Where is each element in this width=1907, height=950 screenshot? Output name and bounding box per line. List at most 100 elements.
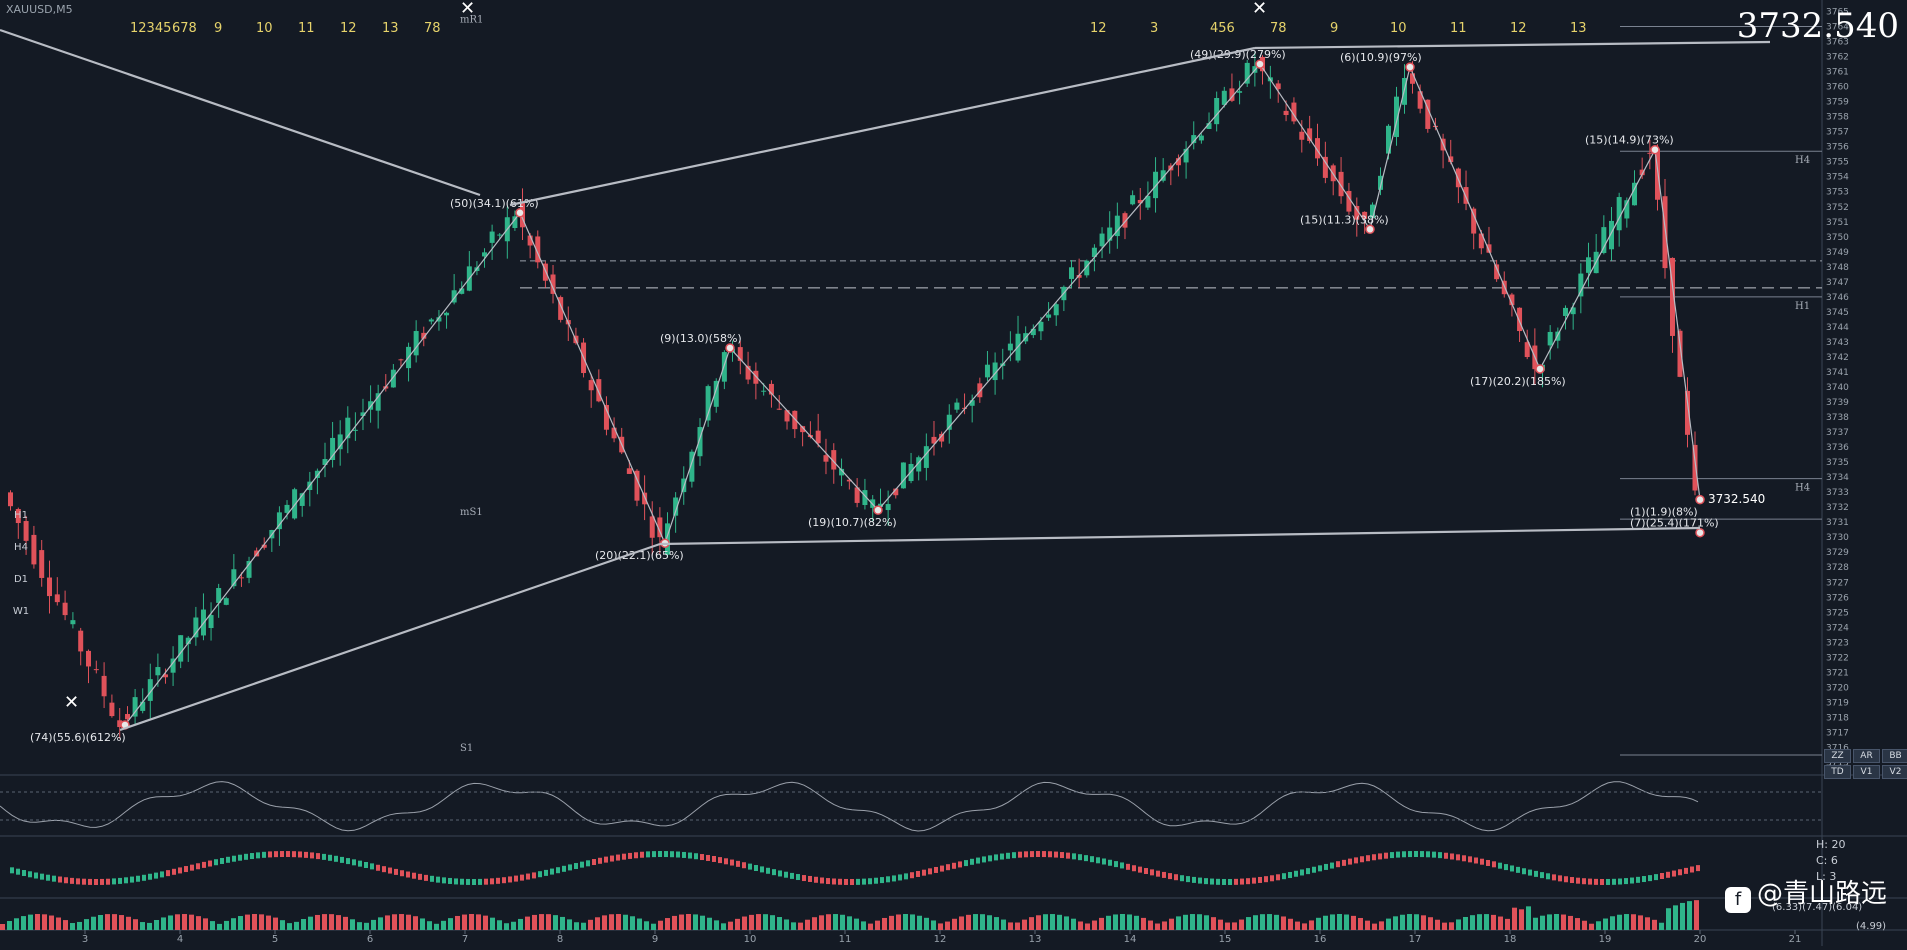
timeframe-d1[interactable]: D1 — [13, 574, 29, 585]
timeframe-w1[interactable]: W1 — [12, 606, 30, 617]
candle-body — [193, 617, 199, 638]
candle-body — [1463, 187, 1469, 204]
close-icon[interactable]: ✕ — [460, 0, 476, 19]
count-label: 9 — [214, 21, 222, 36]
volume-bar — [980, 914, 985, 930]
mini-candle — [844, 878, 848, 885]
candle-body — [1145, 195, 1151, 208]
volume-bar — [252, 914, 257, 930]
candle-body — [1624, 200, 1630, 219]
candle-body — [642, 492, 648, 505]
timeframe-h4[interactable]: H4 — [14, 542, 28, 553]
volume-bar — [14, 918, 19, 930]
candle-body — [314, 470, 320, 479]
volume-bar — [1596, 921, 1601, 930]
count-label: 12 — [340, 21, 357, 36]
x-tick-label: 5 — [272, 934, 278, 945]
volume-bar — [1631, 914, 1636, 930]
mini-candle — [1474, 857, 1478, 864]
volume-bar — [882, 917, 887, 930]
mini-candle — [550, 868, 554, 875]
volume-bar — [777, 917, 782, 930]
button-v2[interactable]: V2 — [1882, 765, 1907, 779]
mini-candle — [982, 856, 986, 863]
mini-candle — [1696, 865, 1700, 872]
volume-bar — [1505, 918, 1510, 930]
mini-candle — [1222, 878, 1226, 885]
trendline — [1254, 40, 1771, 50]
mini-candle — [16, 868, 20, 875]
x-tick-label: 20 — [1694, 934, 1707, 945]
button-bb[interactable]: BB — [1882, 749, 1907, 763]
volume-bar — [546, 914, 551, 930]
volume-bar — [56, 917, 61, 930]
candle-body — [893, 488, 899, 496]
y-tick-label: 3747 — [1826, 278, 1849, 288]
candle-body — [216, 588, 222, 603]
candle-body — [47, 577, 52, 597]
y-tick-label: 3737 — [1826, 428, 1849, 438]
trendline — [659, 526, 1701, 546]
candle-body — [322, 459, 328, 465]
y-tick-label: 3740 — [1826, 383, 1849, 393]
mini-candle — [190, 864, 194, 871]
mini-candle — [742, 862, 746, 869]
watermark-text: @青山路远 — [1756, 879, 1887, 909]
candle-body — [737, 347, 743, 361]
candle-body — [761, 390, 767, 392]
candle-body — [1214, 97, 1220, 125]
button-v1[interactable]: V1 — [1853, 765, 1880, 779]
candle-body — [1677, 330, 1683, 377]
mini-candle — [148, 873, 152, 880]
mini-candle — [1534, 870, 1538, 877]
volume-bar — [1687, 901, 1692, 930]
volume-bar — [1386, 918, 1391, 930]
volume-bar — [1652, 919, 1657, 930]
candle-body — [1370, 204, 1375, 218]
volume-bar — [1330, 914, 1335, 930]
close-icon[interactable]: ✕ — [64, 692, 80, 713]
volume-bar — [1666, 908, 1671, 930]
candle-body — [1609, 220, 1614, 250]
y-tick-label: 3716 — [1826, 743, 1849, 753]
volume-bar — [322, 914, 327, 930]
volume-bar — [28, 914, 33, 930]
mini-candle — [1288, 872, 1292, 879]
candle-body — [713, 380, 719, 407]
mini-candle — [274, 851, 278, 858]
x-tick-label: 10 — [744, 934, 757, 945]
mini-candle — [394, 868, 398, 875]
volume-bar — [175, 914, 180, 930]
mini-candle — [184, 866, 188, 873]
mini-candle — [1618, 878, 1622, 885]
mini-candle — [178, 867, 182, 874]
candle-body — [482, 252, 488, 257]
volume-bar — [497, 920, 502, 930]
mini-candle — [364, 861, 368, 868]
trendline — [0, 28, 481, 197]
volume-bar — [819, 915, 824, 930]
candle-body — [1007, 343, 1013, 351]
count-label: 11 — [1450, 21, 1467, 36]
button-zz[interactable]: ZZ — [1824, 749, 1851, 763]
swing-point — [1650, 144, 1660, 155]
button-ar[interactable]: AR — [1853, 749, 1880, 763]
mini-candle — [1660, 872, 1664, 879]
close-icon[interactable]: ✕ — [1252, 0, 1268, 19]
mini-candle — [1228, 878, 1232, 885]
level-label: mS1 — [460, 507, 483, 518]
candle-body — [185, 637, 191, 645]
mini-candle — [1354, 857, 1358, 864]
volume-bar — [1694, 900, 1699, 930]
volume-bar — [994, 917, 999, 930]
mini-candle — [946, 864, 950, 871]
volume-bar — [518, 918, 523, 930]
button-td[interactable]: TD — [1824, 765, 1851, 779]
volume-bar — [1456, 919, 1461, 930]
mini-candle — [160, 871, 164, 878]
candle-body — [753, 370, 759, 384]
mini-candle — [112, 878, 116, 885]
timeframe-h1[interactable]: H1 — [14, 510, 28, 521]
